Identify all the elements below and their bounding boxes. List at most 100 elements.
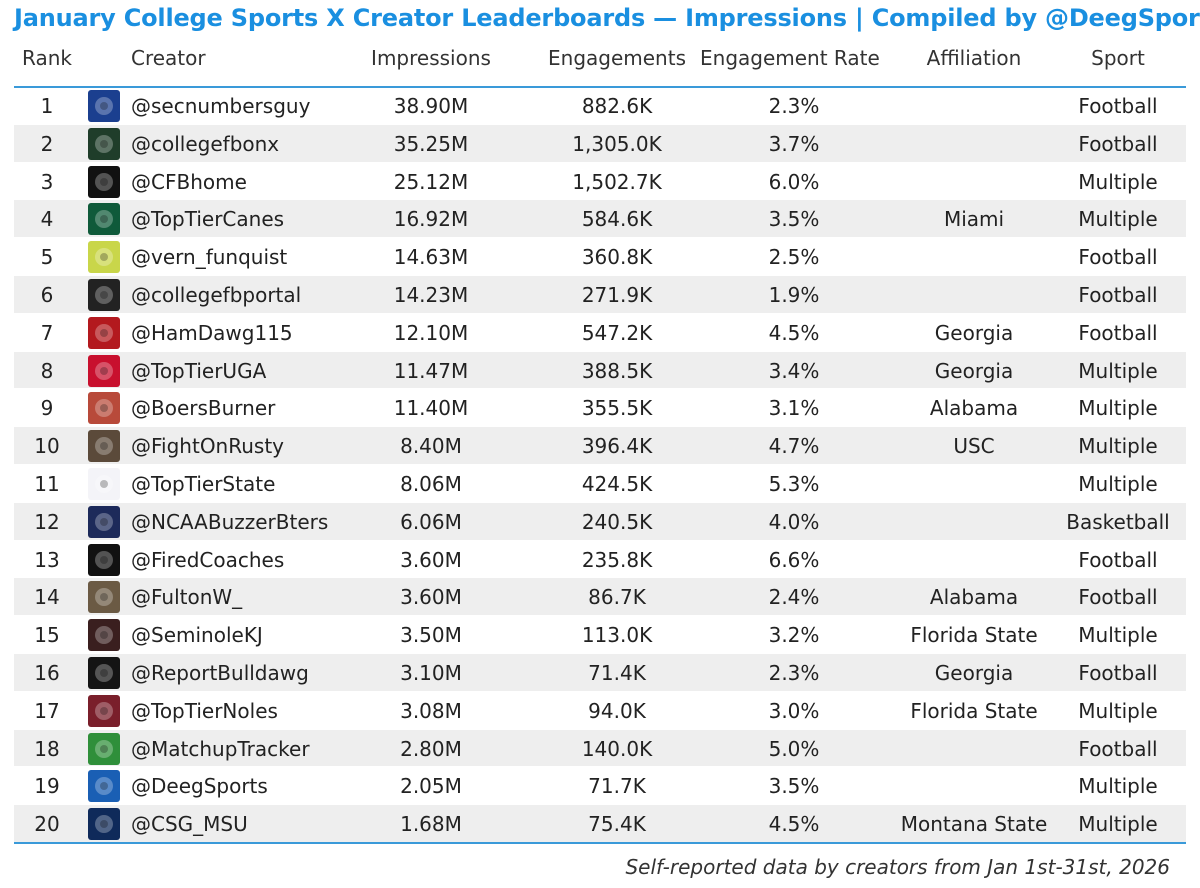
engagement-rate-cell: 3.0% [768,698,820,723]
engagement-rate-cell: 6.0% [768,169,820,194]
engagements-cell: 71.4K [588,660,646,685]
table-header: Rank Creator Impressions Engagements Eng… [14,42,1186,82]
header-rule [14,86,1186,88]
engagement-rate-cell: 3.7% [768,131,820,156]
creator-handle: @TopTierCanes [131,207,285,232]
sport-cell: Football [1078,585,1158,610]
engagements-cell: 424.5K [581,471,653,496]
table-row: 7 @HamDawg115 12.10M 547.2K 4.5% Georgia Footb… [14,314,1186,352]
footer-rule [14,842,1186,844]
sport-cell: Football [1078,131,1158,156]
creator-handle: @FiredCoaches [131,547,285,572]
rank-cell: 1 [40,94,54,118]
sport-cell: Multiple [1078,434,1158,459]
table-row: 2 @collegefbonx 35.25M 1,305.0K 3.7% Football [14,124,1186,163]
sport-cell: Football [1078,547,1158,572]
creator-handle: @HamDawg115 [131,320,293,345]
affiliation-cell: Alabama [929,396,1019,421]
engagement-rate-cell: 3.5% [768,207,820,232]
column-header-sport: Sport [1091,46,1145,70]
engagements-cell: 75.4K [588,812,646,837]
uga-logo-icon [88,354,120,387]
table-row: 16 @ReportBulldawg 3.10M 71.4K 2.3% Georgia Fo… [14,653,1186,692]
impressions-cell: 25.12M [393,169,469,194]
creator-handle: @CFBhome [131,169,247,194]
engagement-rate-cell: 1.9% [768,282,820,307]
engagements-cell: 235.8K [581,547,653,572]
sport-cell: Multiple [1078,207,1158,232]
table-row: 5 @vern_funquist 14.63M 360.8K 2.5% Football [14,238,1186,276]
sport-cell: Football [1078,245,1158,270]
table-row: 1 @secnumbersguy 38.90M 882.6K 2.3% Football [14,87,1186,125]
rank-cell: 17 [34,698,60,723]
rank-cell: 4 [40,207,54,232]
deeg-sports-logo-icon [88,770,120,803]
leaderboard-table: 1 @secnumbersguy 38.90M 882.6K 2.3% Football 2… [14,87,1186,843]
creator-handle: @ReportBulldawg [131,660,309,685]
engagements-cell: 388.5K [581,358,653,383]
dog-photo-icon [88,430,120,463]
column-header-engagement-rate: Engagement Rate [700,46,880,70]
rank-cell: 18 [34,736,60,761]
fired-coaches-logo-icon [88,543,120,576]
impressions-cell: 3.08M [400,698,462,723]
impressions-cell: 14.23M [393,282,469,307]
bulldawg-logo-icon [88,656,120,689]
top-tier-logo-icon [88,467,120,500]
engagement-rate-cell: 2.4% [768,585,820,610]
rank-cell: 8 [40,358,54,383]
column-header-engagements: Engagements [548,46,686,70]
engagements-cell: 547.2K [581,320,653,345]
football-shield-icon [88,127,120,160]
engagements-cell: 140.0K [581,736,653,761]
csg-logo-icon [88,808,120,841]
sport-cell: Football [1078,94,1158,118]
table-row: 8 @TopTierUGA 11.47M 388.5K 3.4% Georgia Multi… [14,351,1186,390]
buzzer-beater-logo-icon [88,505,120,538]
sport-cell: Multiple [1078,396,1158,421]
person-photo-icon [88,581,120,614]
column-header-creator: Creator [131,46,206,70]
rank-cell: 6 [40,282,54,307]
column-header-impressions: Impressions [371,46,491,70]
table-row: 6 @collegefbportal 14.23M 271.9K 1.9% Footbal… [14,275,1186,314]
rank-cell: 5 [40,245,54,270]
impressions-cell: 2.80M [400,736,462,761]
affiliation-cell: Georgia [934,660,1014,685]
rank-cell: 19 [34,774,60,799]
creator-handle: @BoersBurner [131,396,276,421]
impressions-cell: 3.50M [400,623,462,648]
affiliation-cell: USC [953,434,995,459]
engagement-rate-cell: 5.0% [768,736,820,761]
affiliation-cell: Florida State [910,698,1038,723]
engagements-cell: 113.0K [581,623,653,648]
creator-handle: @vern_funquist [131,245,288,270]
sport-cell: Football [1078,320,1158,345]
engagement-rate-cell: 2.3% [768,660,820,685]
rank-cell: 13 [34,547,60,572]
sport-cell: Multiple [1078,358,1158,383]
page-title: January College Sports X Creator Leaderb… [14,4,1200,32]
creator-handle: @collegefbonx [131,131,280,156]
rank-cell: 9 [40,396,54,421]
engagement-rate-cell: 2.3% [768,94,820,118]
creator-handle: @DeegSports [131,774,268,799]
rank-cell: 11 [34,471,60,496]
table-row: 12 @NCAABuzzerBters 6.06M 240.5K 4.0% Basketb… [14,502,1186,541]
engagements-cell: 360.8K [581,245,653,270]
sport-cell: Multiple [1078,169,1158,194]
noles-logo-icon [88,694,120,727]
engagement-rate-cell: 5.3% [768,471,820,496]
impressions-cell: 16.92M [393,207,469,232]
table-row: 17 @TopTierNoles 3.08M 94.0K 3.0% Florida Sta… [14,692,1186,730]
sec-logo-icon [88,90,120,122]
rank-cell: 2 [40,131,54,156]
table-row: 3 @CFBhome 25.12M 1,502.7K 6.0% Multiple [14,163,1186,201]
rank-cell: 12 [34,509,60,534]
engagements-cell: 584.6K [581,207,653,232]
creator-handle: @TopTierUGA [131,358,267,383]
impressions-cell: 3.60M [400,585,462,610]
cfb-home-logo-icon [88,165,120,198]
player-photo-icon [88,316,120,349]
column-header-rank: Rank [22,46,72,70]
